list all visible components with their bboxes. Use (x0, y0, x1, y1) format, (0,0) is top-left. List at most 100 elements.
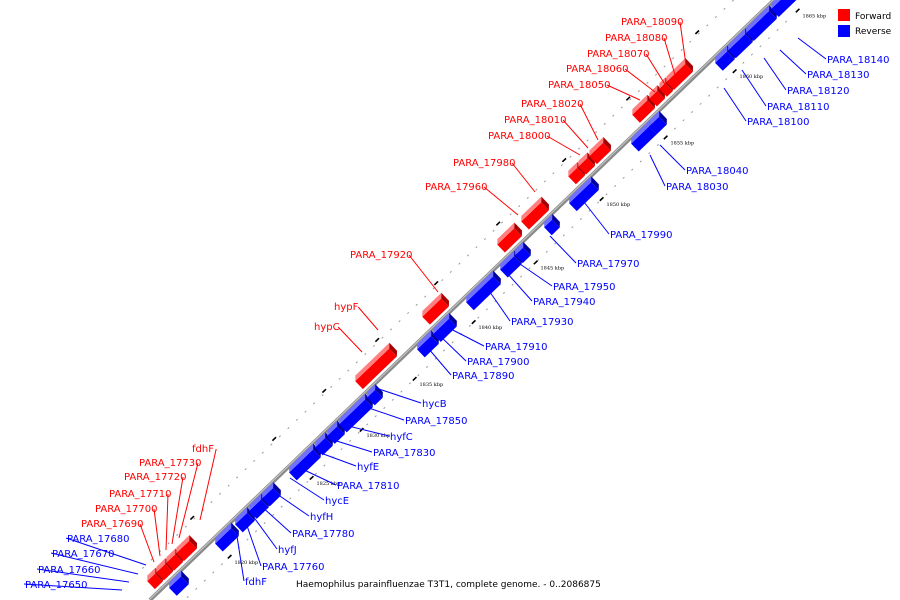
minor-tick (492, 229, 495, 232)
label-leader (427, 347, 452, 376)
minor-tick (374, 415, 377, 418)
gene-label-para-18130[interactable]: PARA_18130 (807, 70, 869, 81)
gene-label-hycb[interactable]: hycB (422, 399, 447, 410)
gene-label-para-18110[interactable]: PARA_18110 (767, 102, 829, 113)
reverse-gene[interactable] (336, 393, 375, 433)
gene-label-para-18080[interactable]: PARA_18080 (605, 33, 667, 44)
minor-tick (383, 406, 386, 410)
gene-label-para-17940[interactable]: PARA_17940 (533, 297, 595, 308)
gene-label-hyce[interactable]: hycE (325, 496, 349, 507)
minor-tick (511, 283, 514, 286)
gene-label-para-17730[interactable]: PARA_17730 (139, 458, 201, 469)
gene-label-para-17990[interactable]: PARA_17990 (610, 230, 672, 241)
forward-gene[interactable] (629, 94, 657, 123)
gene-label-para-18050[interactable]: PARA_18050 (548, 80, 610, 91)
gene-label-para-17830[interactable]: PARA_17830 (373, 448, 435, 459)
gene-block (422, 298, 449, 325)
gene-label-para-18140[interactable]: PARA_18140 (827, 55, 889, 66)
gene-label-para-18090[interactable]: PARA_18090 (621, 17, 683, 28)
minor-tick (716, 86, 719, 89)
reverse-gene[interactable] (364, 384, 385, 406)
gene-label-para-17720[interactable]: PARA_17720 (124, 472, 186, 483)
gene-label-para-17700[interactable]: PARA_17700 (95, 504, 157, 515)
label-leader (506, 272, 533, 302)
reverse-gene[interactable] (286, 443, 323, 481)
gene-label-para-18010[interactable]: PARA_18010 (504, 115, 566, 126)
gene-label-fdhf[interactable]: fdhF (245, 577, 267, 588)
label-leader (139, 523, 155, 563)
gene-label-para-17890[interactable]: PARA_17890 (452, 371, 514, 382)
gene-label-para-17810[interactable]: PARA_17810 (337, 481, 399, 492)
reverse-gene[interactable] (430, 312, 459, 342)
gene-label-hyfe[interactable]: hyfE (357, 462, 379, 473)
minor-tick (750, 53, 753, 56)
forward-gene[interactable] (518, 196, 551, 230)
minor-tick (443, 349, 446, 352)
gene-label-para-18060[interactable]: PARA_18060 (566, 64, 628, 75)
gene-label-fdhf[interactable]: fdhF (192, 444, 214, 455)
forward-gene[interactable] (663, 58, 695, 91)
gene-label-para-18030[interactable]: PARA_18030 (666, 182, 728, 193)
gene-label-para-17950[interactable]: PARA_17950 (553, 282, 615, 293)
reverse-gene[interactable] (512, 241, 533, 264)
gene-label-hypc[interactable]: hypC (314, 322, 340, 333)
label-leader (178, 462, 199, 539)
reverse-gene[interactable] (259, 482, 283, 507)
reverse-gene[interactable] (646, 111, 669, 135)
gene-label-para-17660[interactable]: PARA_17660 (38, 565, 100, 576)
gene-label-hypf[interactable]: hypF (334, 302, 359, 313)
gene-label-para-18100[interactable]: PARA_18100 (747, 117, 809, 128)
gene-label-para-18040[interactable]: PARA_18040 (686, 166, 748, 177)
scale-tick-label: 1820 kbp (234, 560, 258, 566)
gene-label-para-17670[interactable]: PARA_17670 (52, 549, 114, 560)
gene-label-para-17930[interactable]: PARA_17930 (511, 317, 573, 328)
minor-tick (400, 390, 403, 393)
label-leader (516, 261, 553, 287)
reverse-gene[interactable] (566, 176, 601, 212)
forward-gene[interactable] (575, 152, 597, 175)
gene-label-para-17910[interactable]: PARA_17910 (485, 342, 547, 353)
forward-gene[interactable] (352, 342, 399, 390)
gene-label-para-17900[interactable]: PARA_17900 (467, 357, 529, 368)
gene-block-top (422, 292, 442, 317)
gene-label-hyfj[interactable]: hyfJ (278, 545, 297, 556)
label-leader (797, 37, 827, 60)
major-tick (694, 29, 700, 35)
gene-label-para-17980[interactable]: PARA_17980 (453, 158, 515, 169)
forward-gene[interactable] (646, 85, 667, 107)
reverse-gene[interactable] (463, 270, 503, 311)
forward-gene[interactable] (586, 137, 613, 165)
gene-label-para-17760[interactable]: PARA_17760 (262, 562, 324, 573)
legend-reverse-label: Reverse (855, 27, 892, 37)
gene-label-para-17850[interactable]: PARA_17850 (405, 416, 467, 427)
gene-block-top (515, 241, 524, 256)
reverse-gene[interactable] (743, 5, 779, 41)
gene-label-para-17710[interactable]: PARA_17710 (109, 489, 171, 500)
reverse-gene[interactable] (541, 213, 562, 236)
forward-gene[interactable] (494, 222, 524, 253)
gene-label-para-18070[interactable]: PARA_18070 (587, 49, 649, 60)
gene-label-para-17780[interactable]: PARA_17780 (292, 529, 354, 540)
gene-label-hyfh[interactable]: hyfH (310, 512, 333, 523)
gene-label-para-17680[interactable]: PARA_17680 (67, 534, 129, 545)
minor-tick (605, 193, 608, 196)
gene-label-para-18120[interactable]: PARA_18120 (787, 86, 849, 97)
gene-label-hyfc[interactable]: hyfC (390, 432, 413, 443)
minor-tick (184, 525, 187, 528)
minor-tick (278, 435, 281, 438)
label-leader (659, 144, 686, 171)
gene-label-para-17970[interactable]: PARA_17970 (577, 259, 639, 270)
forward-gene[interactable] (173, 535, 199, 562)
gene-label-para-17690[interactable]: PARA_17690 (81, 519, 143, 530)
forward-gene[interactable] (419, 292, 451, 325)
gene-block-side (181, 570, 189, 585)
reverse-gene[interactable] (768, 0, 799, 17)
gene-label-para-17650[interactable]: PARA_17650 (25, 580, 87, 591)
gene-label-para-18000[interactable]: PARA_18000 (488, 131, 550, 142)
gene-label-para-18020[interactable]: PARA_18020 (521, 99, 583, 110)
gene-label-para-17920[interactable]: PARA_17920 (350, 250, 412, 261)
reverse-gene[interactable] (166, 570, 191, 596)
reverse-gene[interactable] (414, 330, 441, 358)
genome-backbone (148, 0, 776, 600)
gene-label-para-17960[interactable]: PARA_17960 (425, 182, 487, 193)
